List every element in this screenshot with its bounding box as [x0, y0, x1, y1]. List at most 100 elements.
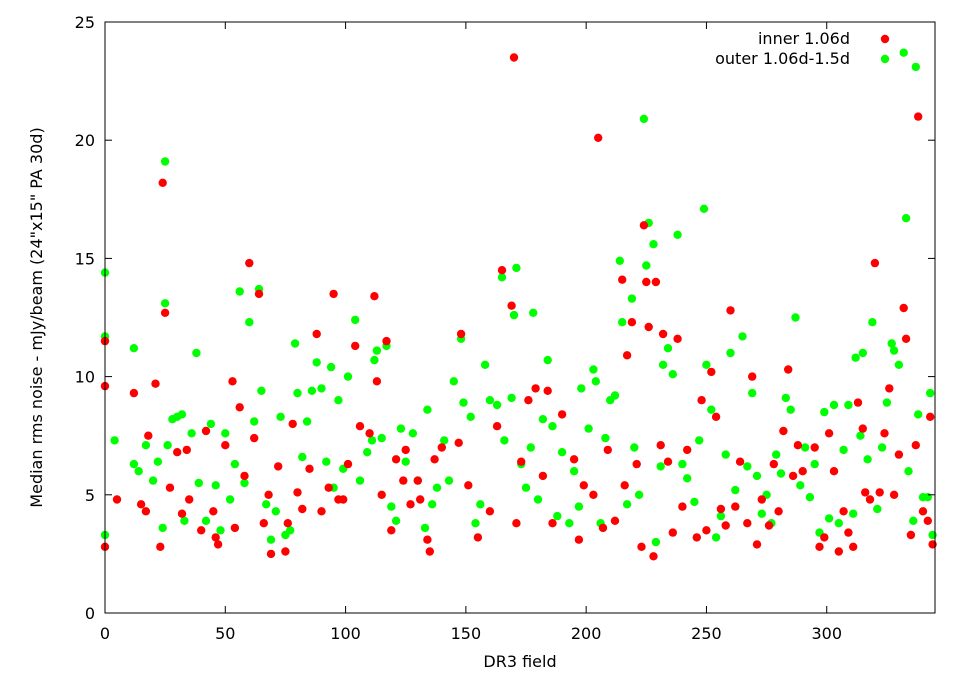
- data-points-layer: [100, 48, 937, 561]
- data-point-outer: [201, 516, 211, 525]
- data-point-outer: [702, 360, 711, 369]
- data-point-inner: [906, 530, 916, 540]
- data-point-outer: [302, 417, 312, 426]
- data-point-inner: [548, 519, 557, 528]
- data-point-inner: [425, 547, 434, 556]
- data-point-inner: [632, 459, 641, 469]
- data-point-inner: [351, 341, 360, 351]
- data-point-outer: [557, 448, 567, 457]
- data-point-outer: [800, 443, 810, 452]
- data-point-inner: [663, 457, 673, 466]
- data-point-inner: [923, 516, 932, 525]
- data-point-inner: [574, 535, 584, 544]
- data-point-inner: [731, 502, 740, 511]
- data-point-outer: [642, 261, 651, 270]
- data-point-outer: [476, 500, 485, 509]
- data-point-outer: [829, 400, 839, 410]
- data-point-outer: [851, 353, 860, 362]
- data-point-outer: [235, 287, 244, 296]
- data-point-outer: [656, 462, 665, 471]
- data-point-inner: [182, 445, 191, 455]
- x-tick-label: 300: [811, 624, 842, 643]
- data-point-outer: [634, 490, 644, 499]
- plot-frame: [104, 21, 936, 614]
- data-point-outer: [372, 346, 382, 355]
- data-point-outer: [820, 407, 829, 417]
- data-point-inner: [793, 441, 803, 450]
- data-point-outer: [355, 476, 365, 485]
- x-tick-label: 250: [691, 624, 722, 643]
- data-point-inner: [230, 523, 240, 533]
- legend-label: inner 1.06d: [758, 29, 850, 48]
- data-point-outer: [796, 481, 805, 490]
- data-point-outer: [192, 348, 201, 358]
- data-point-outer: [726, 348, 735, 358]
- data-point-outer: [752, 471, 762, 481]
- data-point-outer: [187, 429, 196, 438]
- data-point-inner: [678, 502, 687, 511]
- data-point-outer: [810, 459, 819, 469]
- data-point-outer: [673, 230, 682, 239]
- data-point-inner: [283, 519, 292, 528]
- data-point-outer: [377, 433, 386, 443]
- data-point-inner: [757, 495, 766, 504]
- data-point-outer: [230, 459, 240, 469]
- data-point-inner: [692, 533, 701, 542]
- data-point-outer: [622, 500, 632, 509]
- data-point-outer: [449, 377, 458, 386]
- x-tick-label: 150: [451, 624, 482, 643]
- data-point-inner: [543, 386, 552, 395]
- data-point-inner: [637, 542, 646, 551]
- data-point-outer: [695, 436, 704, 445]
- data-point-outer: [367, 436, 377, 445]
- data-point-inner: [810, 443, 819, 452]
- data-point-outer: [317, 384, 326, 393]
- data-point-outer: [690, 497, 699, 507]
- data-point-inner: [266, 549, 276, 559]
- data-point-outer: [500, 436, 509, 445]
- data-point-inner: [656, 441, 665, 450]
- data-point-inner: [112, 495, 122, 504]
- data-point-outer: [343, 372, 353, 381]
- data-point-inner: [885, 384, 894, 393]
- data-point-inner: [391, 455, 401, 464]
- data-point-inner: [324, 483, 333, 492]
- data-point-inner: [473, 533, 483, 542]
- data-point-inner: [524, 396, 533, 405]
- data-point-inner: [743, 519, 752, 528]
- data-point-inner: [507, 301, 516, 310]
- data-point-outer: [148, 476, 158, 485]
- data-point-outer: [533, 495, 543, 504]
- data-point-inner: [769, 459, 778, 469]
- data-point-outer: [221, 429, 230, 438]
- data-point-inner: [839, 507, 848, 516]
- data-point-inner: [911, 441, 920, 450]
- data-point-inner: [918, 507, 928, 516]
- data-point-inner: [603, 445, 612, 455]
- data-point-inner: [377, 490, 386, 499]
- data-point-inner: [173, 448, 182, 457]
- data-point-outer: [569, 467, 579, 476]
- data-point-outer: [757, 509, 766, 518]
- data-point-inner: [899, 303, 908, 313]
- legend-label: outer 1.06d-1.5d: [715, 49, 850, 68]
- data-point-outer: [160, 157, 170, 166]
- data-point-inner: [870, 258, 880, 268]
- data-point-inner: [894, 450, 904, 459]
- data-point-inner: [627, 318, 637, 327]
- data-point-inner: [221, 441, 230, 450]
- data-point-inner: [834, 547, 843, 556]
- data-point-inner: [136, 500, 146, 509]
- data-point-inner: [849, 542, 858, 551]
- data-point-outer: [658, 360, 668, 369]
- data-point-outer: [683, 474, 692, 483]
- data-point-outer: [928, 530, 937, 540]
- data-point-inner: [259, 519, 268, 528]
- data-point-outer: [548, 422, 557, 431]
- y-tick-label: 15: [75, 249, 95, 268]
- data-point-inner: [399, 476, 408, 485]
- y-tick-label: 10: [75, 368, 95, 387]
- data-point-inner: [177, 509, 187, 518]
